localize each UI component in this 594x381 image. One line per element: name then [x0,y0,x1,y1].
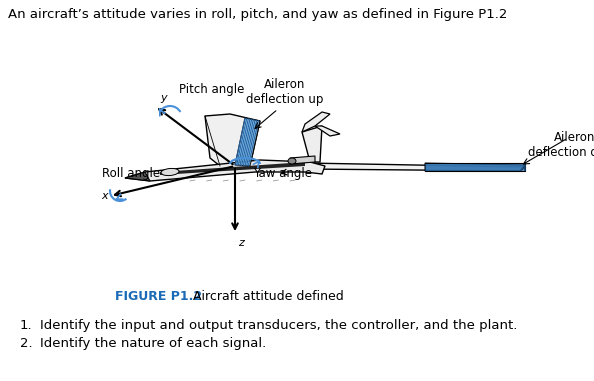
Text: z: z [238,238,244,248]
Text: 1.: 1. [20,319,33,332]
Polygon shape [125,172,150,181]
Polygon shape [425,163,525,171]
Ellipse shape [288,158,296,164]
Text: x: x [102,191,108,201]
Polygon shape [315,126,340,136]
Text: Identify the nature of each signal.: Identify the nature of each signal. [40,337,266,350]
Polygon shape [205,114,260,166]
Text: Aircraft attitude defined: Aircraft attitude defined [185,290,344,303]
Text: Aileron
deflection down: Aileron deflection down [528,131,594,159]
Text: FIGURE P1.2: FIGURE P1.2 [115,290,202,303]
Ellipse shape [161,168,179,176]
Polygon shape [235,118,260,166]
Text: Yaw angle: Yaw angle [253,168,312,181]
Polygon shape [125,160,325,181]
Polygon shape [290,156,315,164]
Text: Identify the input and output transducers, the controller, and the plant.: Identify the input and output transducer… [40,319,517,332]
Text: Roll angle: Roll angle [102,168,160,181]
Text: Aileron
deflection up: Aileron deflection up [247,78,324,106]
Text: An aircraft’s attitude varies in roll, pitch, and yaw as defined in Figure P1.2: An aircraft’s attitude varies in roll, p… [8,8,507,21]
Text: y: y [160,93,167,103]
Polygon shape [302,126,322,162]
Polygon shape [302,112,330,132]
Polygon shape [160,162,305,175]
Polygon shape [250,163,525,171]
Text: 2.: 2. [20,337,33,350]
Text: Pitch angle: Pitch angle [179,83,244,96]
